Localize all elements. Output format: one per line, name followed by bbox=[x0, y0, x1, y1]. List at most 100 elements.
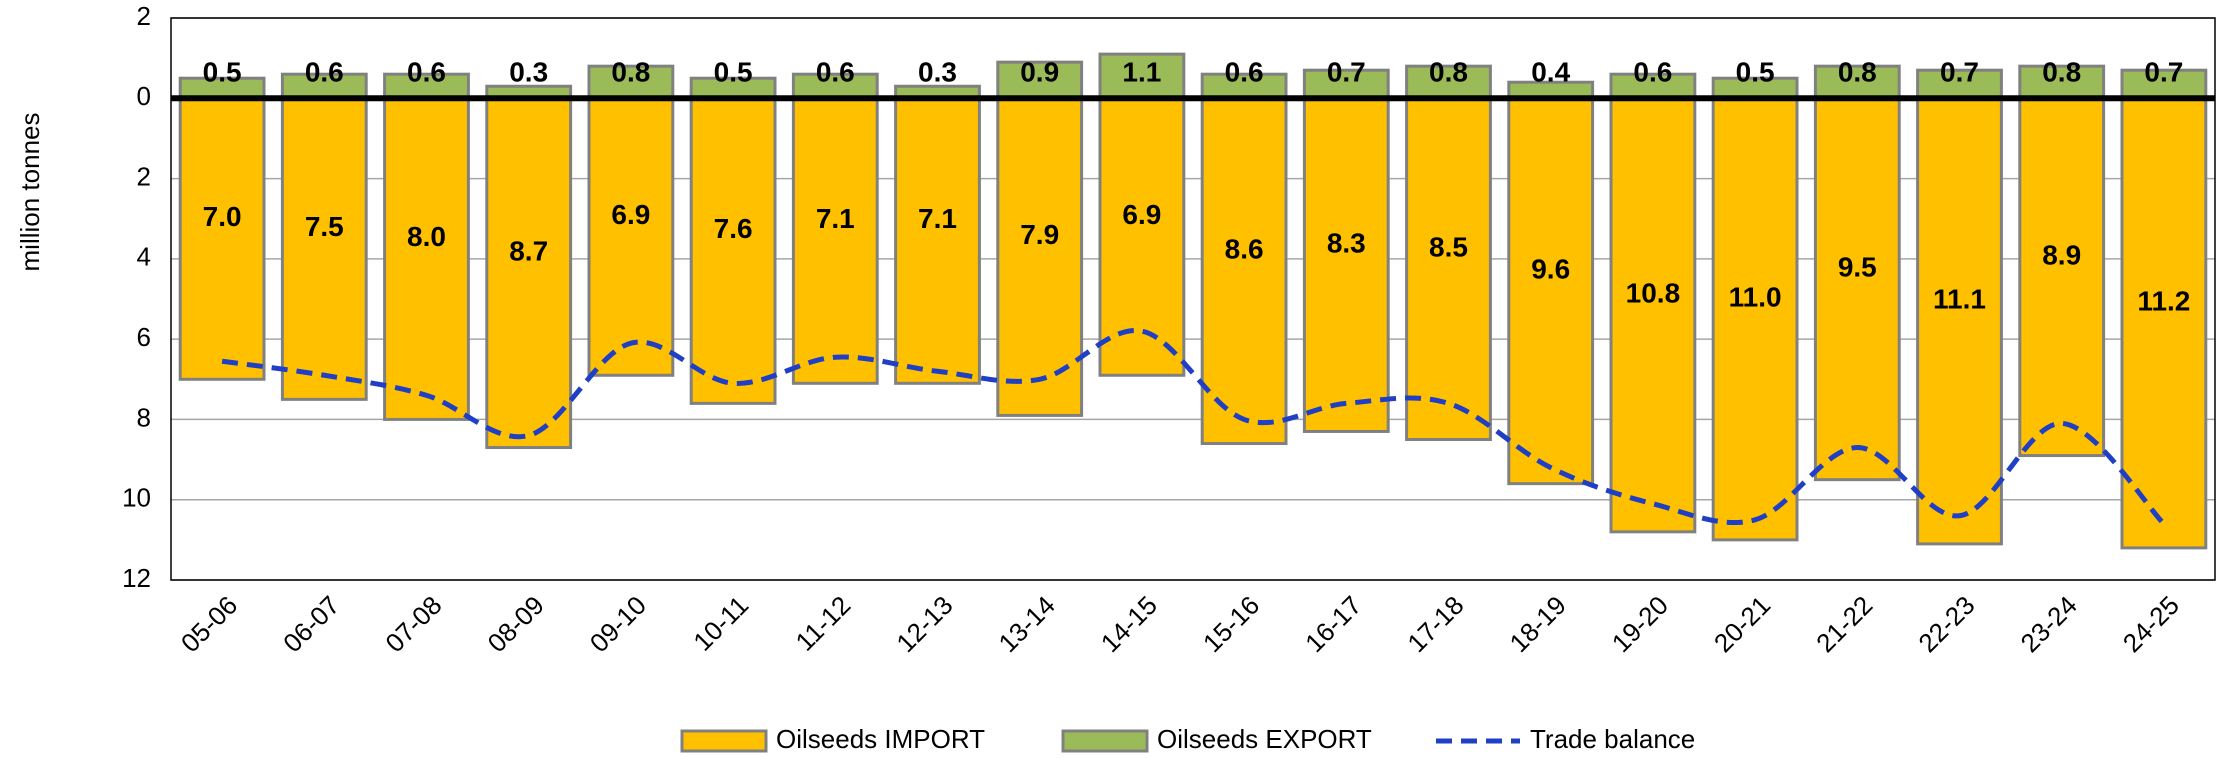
data-label: 0.6 bbox=[816, 57, 855, 88]
x-tick-label: 20-21 bbox=[1708, 590, 1776, 658]
x-tick-label: 12-13 bbox=[890, 590, 958, 658]
data-label: 8.9 bbox=[2042, 239, 2081, 270]
legend-swatch bbox=[680, 729, 768, 753]
data-label: 7.1 bbox=[918, 203, 957, 234]
data-label: 0.5 bbox=[1736, 57, 1775, 88]
bar bbox=[383, 72, 470, 100]
legend-label: Trade balance bbox=[1530, 724, 1695, 754]
x-tick-label: 15-16 bbox=[1197, 590, 1265, 658]
data-label: 0.8 bbox=[611, 57, 650, 88]
data-label: 6.9 bbox=[611, 199, 650, 230]
x-tick-label: 16-17 bbox=[1299, 590, 1367, 658]
data-label: 9.5 bbox=[1838, 251, 1877, 282]
data-label: 0.3 bbox=[918, 57, 957, 88]
bar bbox=[2120, 96, 2208, 550]
x-tick-label: 19-20 bbox=[1606, 590, 1674, 658]
bar bbox=[1405, 96, 1492, 442]
bar bbox=[587, 64, 675, 100]
x-tick-label: 18-19 bbox=[1504, 590, 1572, 658]
data-label: 0.8 bbox=[1429, 57, 1468, 88]
y-axis-label: million tonnes bbox=[15, 113, 45, 272]
legend-swatch bbox=[1061, 729, 1149, 753]
data-label: 7.9 bbox=[1020, 219, 1059, 250]
x-tick-label: 07-08 bbox=[379, 590, 447, 658]
data-label: 8.5 bbox=[1429, 231, 1468, 262]
bar bbox=[1200, 72, 1288, 100]
data-label: 11.2 bbox=[2137, 285, 2190, 316]
data-label: 0.6 bbox=[1633, 57, 1672, 88]
bar bbox=[1609, 72, 1697, 100]
y-tick-label: 8 bbox=[137, 402, 151, 432]
data-label: 0.7 bbox=[1327, 57, 1366, 88]
y-tick-label: 2 bbox=[137, 1, 151, 31]
x-tick-label: 21-22 bbox=[1810, 590, 1878, 658]
y-tick-label: 2 bbox=[137, 161, 151, 191]
data-label: 0.3 bbox=[509, 57, 548, 88]
bar bbox=[996, 96, 1084, 417]
data-label: 7.1 bbox=[816, 203, 855, 234]
legend-label: Oilseeds IMPORT bbox=[776, 724, 985, 754]
plot-frame bbox=[170, 17, 2216, 581]
bar bbox=[1507, 96, 1595, 486]
bar bbox=[689, 96, 777, 405]
bar bbox=[2018, 96, 2106, 458]
bar bbox=[791, 72, 879, 100]
bar bbox=[587, 96, 675, 377]
data-label: 11.0 bbox=[1729, 281, 1782, 312]
data-label: 8.7 bbox=[509, 235, 548, 266]
bar bbox=[1609, 96, 1697, 534]
data-label: 9.6 bbox=[1531, 253, 1570, 284]
data-label: 8.6 bbox=[1225, 233, 1264, 264]
y-tick-label: 6 bbox=[137, 322, 151, 352]
data-label: 7.5 bbox=[305, 211, 344, 242]
x-tick-label: 24-25 bbox=[2117, 590, 2185, 658]
data-label: 0.6 bbox=[1225, 57, 1264, 88]
x-tick-label: 06-07 bbox=[277, 590, 345, 658]
x-tick-label: 14-15 bbox=[1095, 590, 1163, 658]
x-tick-label: 11-12 bbox=[790, 590, 857, 657]
bar bbox=[1302, 68, 1390, 100]
data-label: 0.7 bbox=[1940, 57, 1979, 88]
x-tick-label: 22-23 bbox=[1912, 590, 1980, 658]
bar bbox=[383, 96, 470, 421]
data-label: 0.5 bbox=[714, 57, 753, 88]
bar bbox=[178, 96, 266, 381]
bar bbox=[1098, 52, 1186, 100]
data-label: 0.8 bbox=[1838, 57, 1877, 88]
bar bbox=[1302, 96, 1390, 433]
x-tick-label: 09-10 bbox=[584, 590, 652, 658]
data-label: 0.7 bbox=[2144, 57, 2183, 88]
bar bbox=[280, 96, 368, 401]
data-label: 10.8 bbox=[1626, 277, 1681, 308]
bar bbox=[2018, 64, 2106, 100]
legend-label: Oilseeds EXPORT bbox=[1157, 724, 1372, 754]
bar bbox=[791, 96, 879, 385]
data-label: 0.4 bbox=[1531, 57, 1570, 88]
x-tick-label: 23-24 bbox=[2015, 590, 2083, 658]
data-label: 7.0 bbox=[203, 201, 242, 232]
x-tick-label: 17-18 bbox=[1401, 590, 1469, 658]
bar bbox=[1916, 68, 2003, 100]
data-label: 0.5 bbox=[203, 57, 242, 88]
x-tick-label: 08-09 bbox=[482, 590, 550, 658]
x-tick-label: 13-14 bbox=[993, 590, 1061, 658]
data-label: 8.0 bbox=[407, 221, 446, 252]
data-label: 0.6 bbox=[305, 57, 344, 88]
y-tick-label: 4 bbox=[137, 242, 151, 272]
bar bbox=[485, 96, 573, 450]
bar bbox=[1813, 96, 1901, 482]
bar bbox=[1916, 96, 2003, 546]
y-tick-label: 0 bbox=[137, 81, 151, 111]
trade-balance-line bbox=[221, 328, 2166, 526]
x-tick-label: 05-06 bbox=[175, 590, 243, 658]
bar bbox=[894, 96, 981, 385]
x-tick-label: 10-11 bbox=[687, 590, 754, 657]
data-label: 7.6 bbox=[714, 213, 753, 244]
data-label: 11.1 bbox=[1933, 283, 1986, 314]
data-label: 6.9 bbox=[1122, 199, 1161, 230]
data-label: 1.1 bbox=[1122, 57, 1161, 88]
data-label: 8.3 bbox=[1327, 227, 1366, 258]
bar bbox=[1711, 96, 1799, 542]
data-label: 0.6 bbox=[407, 57, 446, 88]
data-label: 0.8 bbox=[2042, 57, 2081, 88]
